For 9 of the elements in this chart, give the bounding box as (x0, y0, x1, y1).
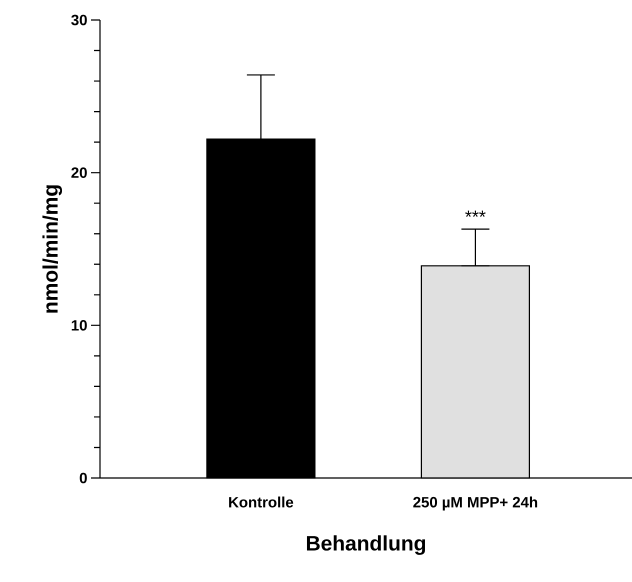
y-tick-label: 30 (71, 14, 87, 26)
annotation: *** (465, 210, 486, 217)
x-tick-label: Kontrolle (229, 496, 294, 508)
y-tick-label: 20 (71, 167, 87, 178)
x-tick-label: 250 µM MPP+ 24h (413, 496, 538, 510)
y-tick-label: 0 (80, 472, 87, 484)
y-tick-label: 10 (72, 320, 87, 331)
x-axis-title: Behandlung (306, 535, 426, 555)
y-axis-title: nmol/min/mg (42, 185, 62, 313)
